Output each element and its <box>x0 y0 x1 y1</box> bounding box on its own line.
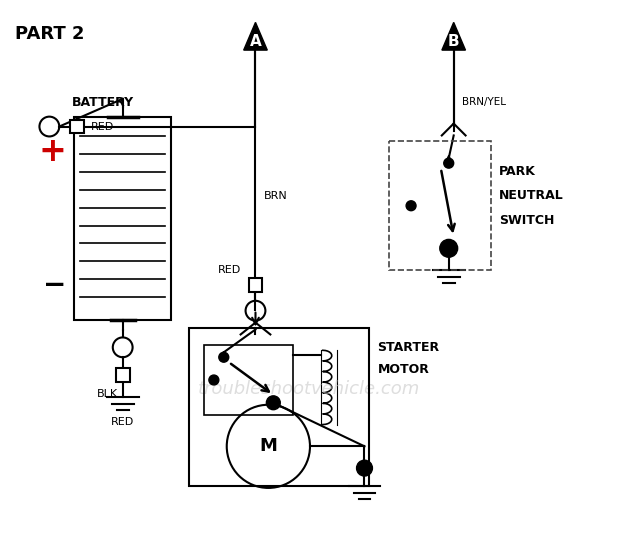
Text: A: A <box>250 34 261 49</box>
Text: +: + <box>38 135 66 168</box>
Polygon shape <box>243 22 267 50</box>
Text: BATTERY: BATTERY <box>72 96 134 109</box>
Bar <box>248 278 263 292</box>
Text: STARTER: STARTER <box>378 341 439 354</box>
Circle shape <box>444 158 454 168</box>
Circle shape <box>219 352 229 362</box>
Bar <box>389 141 491 270</box>
Bar <box>116 368 130 382</box>
Text: M: M <box>260 437 277 455</box>
Circle shape <box>209 375 219 385</box>
Polygon shape <box>442 22 465 50</box>
Text: PART 2: PART 2 <box>15 25 84 43</box>
Bar <box>70 120 84 133</box>
Circle shape <box>266 396 280 410</box>
Bar <box>74 116 171 320</box>
Text: RED: RED <box>111 417 134 427</box>
Text: BRN/YEL: BRN/YEL <box>462 97 506 107</box>
Text: MOTOR: MOTOR <box>378 363 430 376</box>
Circle shape <box>357 460 373 476</box>
Text: PARK: PARK <box>499 165 536 178</box>
Text: −: − <box>43 271 66 299</box>
Circle shape <box>406 201 416 211</box>
Text: troubleshootvehicle.com: troubleshootvehicle.com <box>198 380 420 398</box>
Text: RED: RED <box>218 265 242 275</box>
Text: RED: RED <box>91 122 114 132</box>
Text: BRN: BRN <box>263 191 287 201</box>
Text: NEUTRAL: NEUTRAL <box>499 189 564 202</box>
Text: BLK: BLK <box>96 389 118 399</box>
Bar <box>189 328 370 486</box>
Circle shape <box>440 240 458 257</box>
Text: B: B <box>448 34 460 49</box>
Text: SWITCH: SWITCH <box>499 214 554 227</box>
Bar <box>204 346 293 414</box>
